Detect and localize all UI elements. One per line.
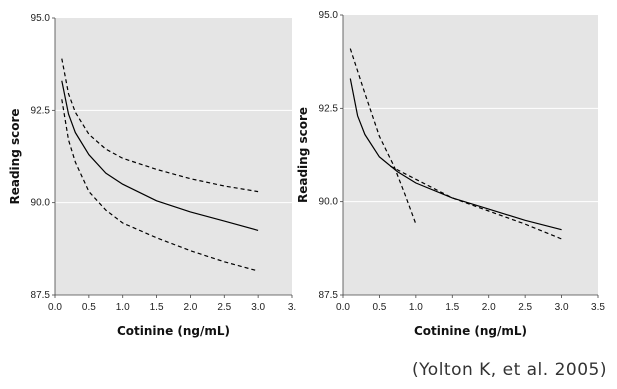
y-tick-label: 90.0 bbox=[31, 198, 51, 209]
x-tick-label: 1.5 bbox=[150, 302, 164, 313]
y-tick-label: 87.5 bbox=[31, 290, 51, 301]
y-tick-label: 90.0 bbox=[319, 197, 339, 208]
x-tick-label: 3.5 bbox=[591, 302, 605, 313]
x-tick-label: 3.0 bbox=[251, 302, 265, 313]
x-tick-label: 0.5 bbox=[82, 302, 96, 313]
dashed-series-line-2 bbox=[61, 99, 259, 272]
solid-series-line-0 bbox=[61, 80, 259, 231]
x-axis-title: Cotinine (ng/mL) bbox=[414, 324, 527, 338]
y-axis-title: Reading score bbox=[296, 107, 310, 203]
x-tick-label: 2.5 bbox=[518, 302, 532, 313]
dashed-series-line-2 bbox=[390, 165, 562, 240]
x-tick-label: 1.0 bbox=[116, 302, 130, 313]
y-tick-label: 92.5 bbox=[31, 105, 51, 116]
left-chart: 87.5 90.0 92.5 95.0 0.0 0.5 1.0 1.5 2.0 2.5 3.0 3. C… bbox=[8, 13, 296, 338]
dashed-series-line-1 bbox=[61, 58, 259, 193]
x-tick-label: 0.0 bbox=[336, 302, 350, 313]
y-tick-label: 95.0 bbox=[31, 13, 51, 24]
x-tick-label: 0.0 bbox=[48, 302, 62, 313]
x-axis-title: Cotinine (ng/mL) bbox=[117, 324, 230, 338]
y-tick-label: 92.5 bbox=[319, 103, 339, 114]
x-tick-label: 1.0 bbox=[409, 302, 423, 313]
y-tick-label: 95.0 bbox=[319, 10, 339, 21]
plot-area bbox=[343, 15, 598, 295]
x-tick-label: 2.0 bbox=[482, 302, 496, 313]
dashed-series-line-1 bbox=[349, 48, 417, 225]
x-tick-label: 2.5 bbox=[217, 302, 231, 313]
right-chart: 87.5 90.0 92.5 95.0 0.0 0.5 1.0 1.5 2.0 2.5 3.0 3.5… bbox=[296, 10, 605, 338]
y-tick-label: 87.5 bbox=[319, 290, 339, 301]
plot-area bbox=[55, 18, 292, 295]
y-axis-title: Reading score bbox=[8, 108, 22, 204]
x-tick-label: 1.5 bbox=[445, 302, 459, 313]
citation: (Yolton K, et al. 2005) bbox=[412, 360, 607, 380]
x-tick-label: 2.0 bbox=[183, 302, 197, 313]
x-tick-label: 3.0 bbox=[555, 302, 569, 313]
solid-series-line-0 bbox=[349, 78, 562, 231]
x-tick-label: 0.5 bbox=[372, 302, 386, 313]
x-tick-label: 3. bbox=[288, 302, 296, 313]
